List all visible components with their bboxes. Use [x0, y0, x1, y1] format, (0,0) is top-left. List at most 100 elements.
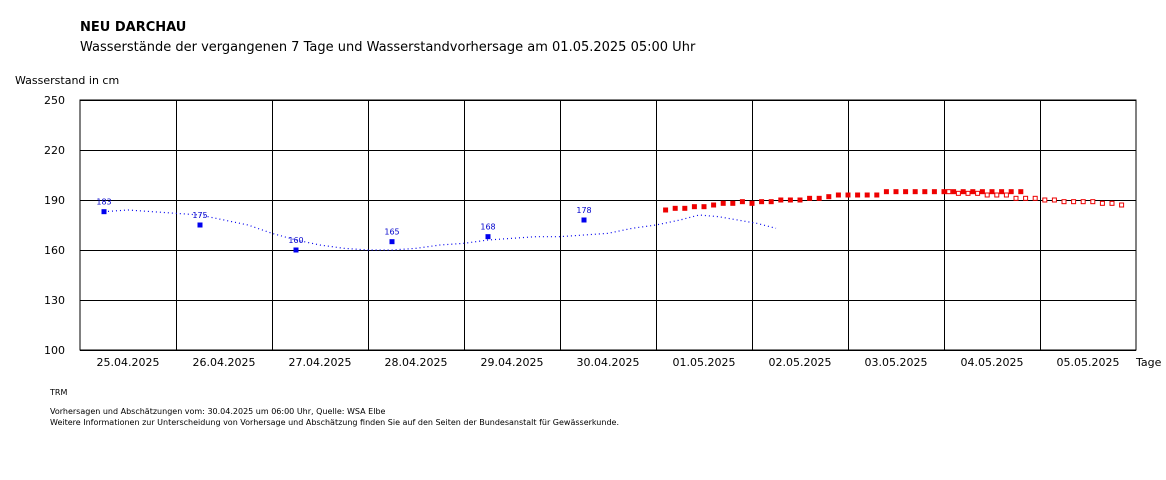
- observed-line: [103, 209, 777, 251]
- forecast-point: [845, 192, 851, 198]
- x-tick-label: 04.05.2025: [961, 356, 1024, 369]
- plot-frame: [79, 99, 1137, 351]
- forecast-point: [778, 197, 784, 203]
- forecast-point: [864, 192, 870, 198]
- forecast-point: [874, 192, 880, 198]
- estimate-point: [955, 190, 961, 196]
- forecast-point: [999, 189, 1005, 195]
- y-tick-labels: 100 130 160 190 220 250: [44, 94, 65, 357]
- estimate-series: [946, 189, 1125, 208]
- forecast-point: [682, 205, 688, 211]
- estimate-point: [1071, 199, 1077, 205]
- x-tick-label: 01.05.2025: [673, 356, 736, 369]
- estimate-point: [994, 192, 1000, 198]
- estimate-point: [1119, 202, 1125, 208]
- y-tick-label: 220: [44, 144, 65, 157]
- forecast-point: [691, 204, 697, 210]
- estimate-point: [1080, 199, 1086, 205]
- x-tick-labels: 25.04.2025 26.04.2025 27.04.2025 28.04.2025…: [97, 356, 1120, 369]
- daily-marker: [581, 217, 587, 223]
- daily-markers: 183 175 160 165 168 178: [96, 198, 592, 253]
- x-tick-label: 27.04.2025: [289, 356, 352, 369]
- y-tick-label: 100: [44, 344, 65, 357]
- x-tick-label: 26.04.2025: [193, 356, 256, 369]
- chart-grid: [79, 99, 1137, 351]
- observed-series: [103, 209, 777, 251]
- x-tick-label: 25.04.2025: [97, 356, 160, 369]
- forecast-point: [883, 189, 889, 195]
- daily-marker-label: 168: [480, 223, 495, 232]
- estimate-point: [1042, 197, 1048, 203]
- daily-marker-label: 178: [576, 206, 591, 215]
- forecast-point: [903, 189, 909, 195]
- estimate-point: [1099, 200, 1105, 206]
- forecast-series: [663, 189, 1024, 213]
- daily-marker: [485, 234, 491, 240]
- forecast-point: [826, 194, 832, 200]
- estimate-point: [1061, 199, 1067, 205]
- x-tick-label: 30.04.2025: [577, 356, 640, 369]
- y-tick-label: 160: [44, 244, 65, 257]
- forecast-point: [749, 200, 755, 206]
- estimate-point: [1109, 200, 1115, 206]
- forecast-point: [739, 199, 745, 205]
- estimate-point: [1090, 199, 1096, 205]
- forecast-point: [931, 189, 937, 195]
- footer-note-info: Weitere Informationen zur Unterscheidung…: [50, 418, 619, 427]
- daily-marker: [389, 239, 395, 245]
- forecast-point: [960, 189, 966, 195]
- x-tick-label: 05.05.2025: [1057, 356, 1120, 369]
- x-axis-label: Tage: [1135, 356, 1162, 369]
- daily-marker: [101, 209, 107, 215]
- forecast-point: [787, 197, 793, 203]
- x-tick-label: 02.05.2025: [769, 356, 832, 369]
- y-tick-label: 250: [44, 94, 65, 107]
- forecast-point: [922, 189, 928, 195]
- estimate-point: [1051, 197, 1057, 203]
- forecast-point: [912, 189, 918, 195]
- forecast-point: [768, 199, 774, 205]
- y-tick-label: 190: [44, 194, 65, 207]
- forecast-point: [663, 207, 669, 213]
- forecast-point: [711, 202, 717, 208]
- estimate-point: [1023, 195, 1029, 201]
- estimate-point: [1003, 192, 1009, 198]
- estimate-point: [1013, 195, 1019, 201]
- forecast-point: [989, 189, 995, 195]
- forecast-point: [893, 189, 899, 195]
- x-tick-label: 28.04.2025: [385, 356, 448, 369]
- daily-marker: [197, 222, 203, 228]
- forecast-point: [970, 189, 976, 195]
- daily-marker-label: 175: [192, 211, 207, 220]
- footer-note-source: Vorhersagen und Abschätzungen vom: 30.04…: [50, 407, 386, 416]
- x-tick-label: 03.05.2025: [865, 356, 928, 369]
- estimate-point: [946, 189, 952, 195]
- daily-marker: [293, 247, 299, 253]
- estimate-point: [965, 190, 971, 196]
- chart-title: NEU DARCHAU: [80, 20, 187, 35]
- forecast-point: [979, 189, 985, 195]
- estimate-point: [975, 190, 981, 196]
- daily-marker-label: 183: [96, 198, 111, 207]
- forecast-point: [797, 197, 803, 203]
- forecast-point: [720, 200, 726, 206]
- y-tick-label: 130: [44, 294, 65, 307]
- forecast-point: [1018, 189, 1024, 195]
- forecast-point: [816, 195, 822, 201]
- estimate-point: [984, 192, 990, 198]
- forecast-point: [855, 192, 861, 198]
- daily-marker-label: 165: [384, 228, 399, 237]
- chart-subtitle: Wasserstände der vergangenen 7 Tage und …: [80, 40, 696, 55]
- footer-code: TRM: [50, 388, 68, 397]
- y-axis-label: Wasserstand in cm: [15, 74, 120, 87]
- forecast-point: [759, 199, 765, 205]
- daily-marker-label: 160: [288, 236, 303, 245]
- estimate-point: [1032, 195, 1038, 201]
- forecast-point: [1008, 189, 1014, 195]
- forecast-point: [807, 195, 813, 201]
- forecast-point: [672, 205, 678, 211]
- forecast-point: [941, 189, 947, 195]
- forecast-point: [701, 204, 707, 210]
- forecast-point: [835, 192, 841, 198]
